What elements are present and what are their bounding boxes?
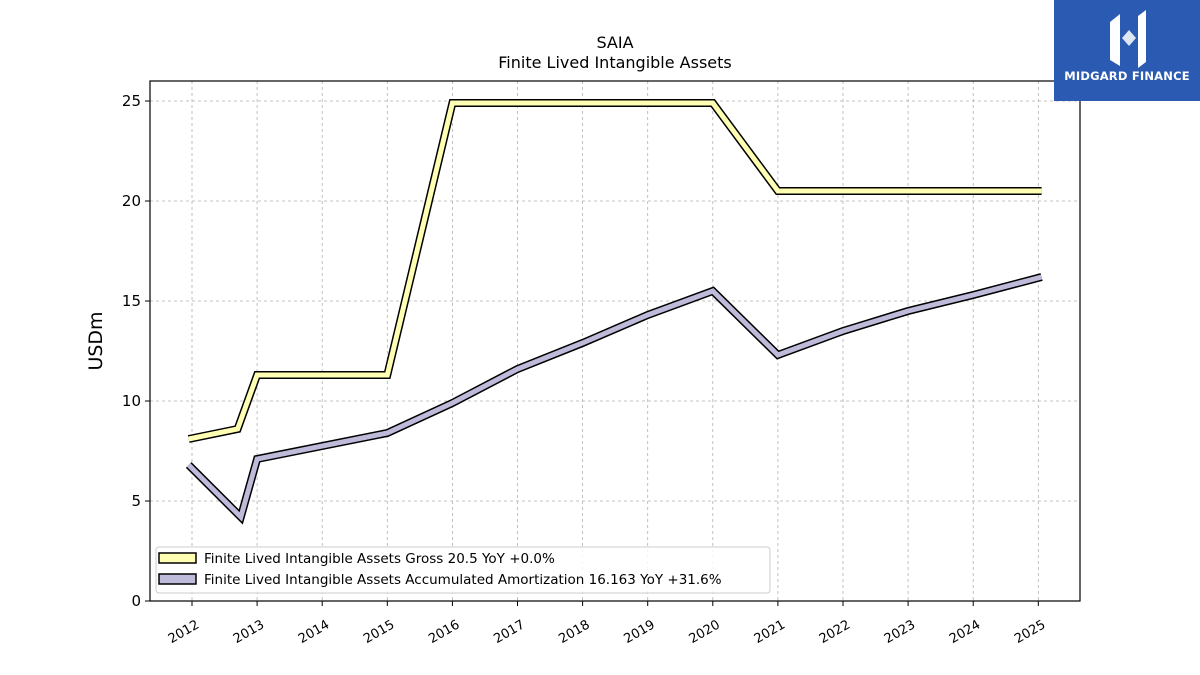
midgard-finance-logo: MIDGARD FINANCE (1054, 0, 1200, 101)
y-axis: 0 5 10 15 20 25 (122, 92, 150, 610)
chart-subtitle: Finite Lived Intangible Assets (498, 53, 731, 72)
logo-mark-icon (1110, 10, 1146, 68)
x-tick-label: 2018 (556, 617, 592, 647)
legend-label-0: Finite Lived Intangible Assets Gross 20.… (204, 551, 555, 567)
y-axis-label: USDm (85, 311, 107, 370)
legend-label-1: Finite Lived Intangible Assets Accumulat… (204, 572, 722, 588)
series-1-line (186, 274, 1043, 522)
legend: Finite Lived Intangible Assets Gross 20.… (155, 546, 771, 594)
x-tick-label: 2019 (622, 617, 658, 647)
logo-text: MIDGARD FINANCE (1064, 69, 1190, 83)
y-tick-label: 15 (122, 292, 141, 310)
x-tick-label: 2016 (426, 617, 462, 647)
y-tick-label: 0 (131, 592, 141, 610)
x-tick-label: 2014 (296, 617, 332, 647)
grid (150, 81, 1080, 602)
x-axis: 2012 2013 2014 2015 2016 2017 2018 2019 2020 2021… (166, 601, 1048, 647)
series-1-outline (185, 273, 1043, 525)
legend-swatch-0 (158, 552, 197, 564)
legend-box (155, 546, 771, 594)
x-tick-label: 2013 (231, 617, 267, 647)
x-tick-label: 2023 (882, 617, 918, 647)
x-tick-label: 2025 (1012, 617, 1048, 647)
x-tick-label: 2020 (687, 617, 723, 647)
y-tick-label: 10 (122, 392, 141, 410)
x-tick-label: 2012 (166, 617, 202, 647)
series-layer (185, 99, 1043, 525)
series-0-line (188, 100, 1042, 442)
plot-frame (149, 80, 1081, 602)
x-tick-label: 2021 (752, 617, 788, 647)
chart-title: SAIA (596, 33, 633, 52)
legend-swatch-1 (158, 573, 197, 585)
x-tick-label: 2022 (817, 617, 853, 647)
x-tick-label: 2015 (361, 617, 397, 647)
y-tick-label: 25 (122, 92, 141, 110)
x-tick-label: 2024 (947, 617, 983, 647)
y-tick-label: 20 (122, 192, 141, 210)
series-0-outline (187, 99, 1042, 443)
x-tick-label: 2017 (491, 617, 527, 647)
y-tick-label: 5 (131, 492, 141, 510)
